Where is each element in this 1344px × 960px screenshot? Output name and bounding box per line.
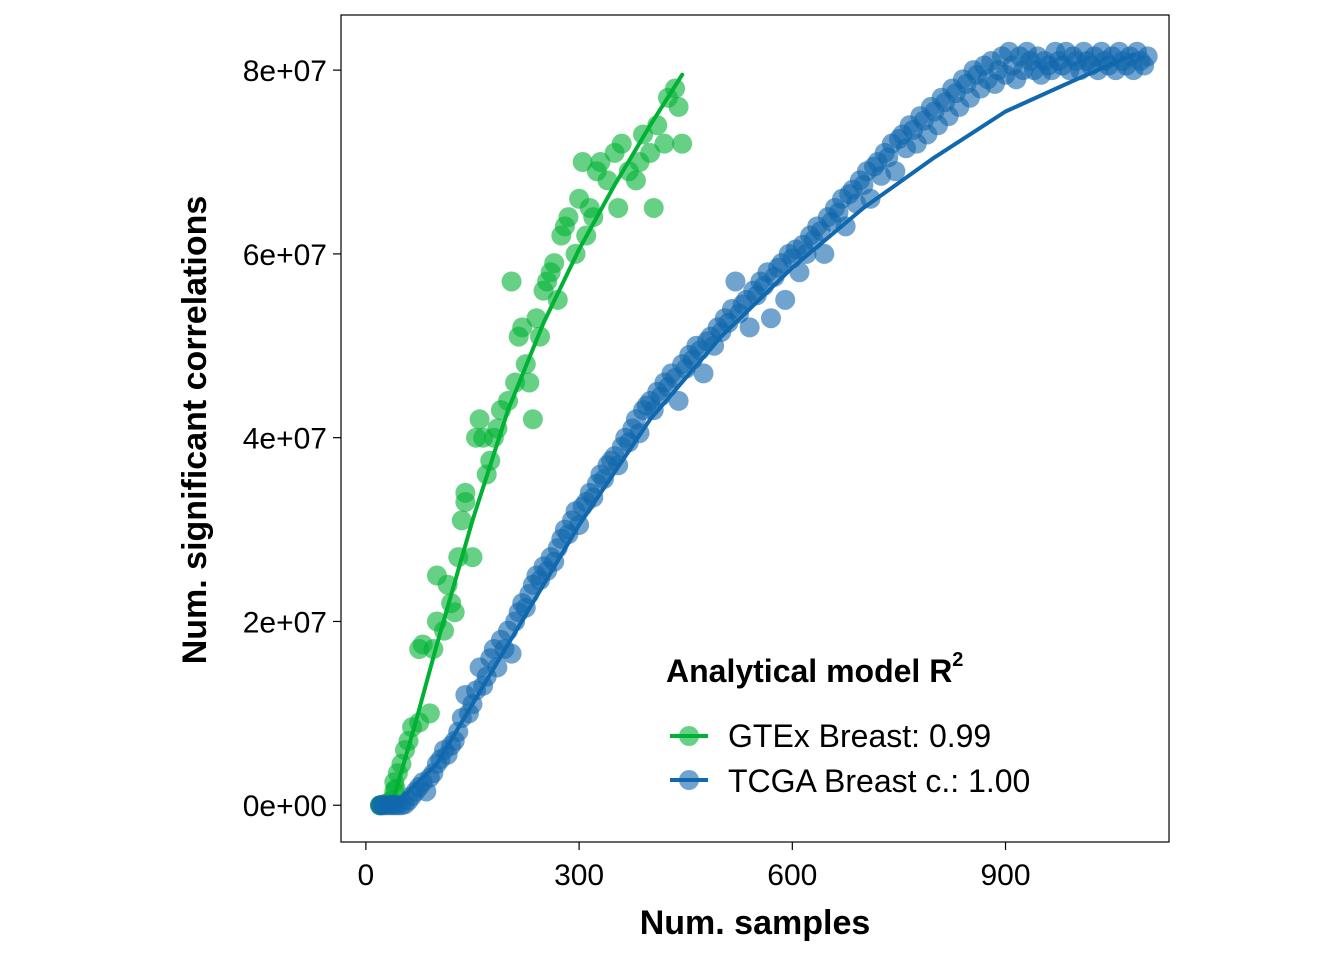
data-point (1137, 46, 1158, 67)
x-axis-title: Num. samples (640, 904, 871, 942)
legend-title-superscript: 2 (952, 649, 963, 671)
legend-key-point-gtex (679, 726, 699, 746)
data-point (835, 216, 856, 237)
data-point (462, 547, 483, 568)
data-point (860, 188, 881, 209)
x-tick-label: 300 (554, 859, 604, 892)
data-point (611, 133, 632, 154)
axes-layer: 0 300 600 900 0e+00 2e+07 4e+07 6e+07 8e+07 (243, 55, 1031, 892)
fit-curve (392, 72, 685, 799)
data-point (512, 317, 533, 338)
legend-title: Analytical model R2 (666, 649, 963, 689)
fit-curve (392, 52, 1136, 808)
data-point (444, 602, 465, 623)
data-point (654, 133, 675, 154)
legend-item-tcga: TCGA Breast c.: 1.00 (670, 763, 1030, 799)
data-point (455, 482, 476, 503)
series-layer (370, 41, 1158, 816)
data-point (590, 152, 611, 173)
data-point (668, 390, 689, 411)
legend-label-gtex: GTEx Breast: 0.99 (728, 718, 991, 754)
legend: Analytical model R2 GTEx Breast: 0.99 TC… (666, 649, 1030, 799)
x-tick-label: 0 (358, 859, 375, 892)
data-point (814, 243, 835, 264)
data-point (558, 207, 579, 228)
legend-item-gtex: GTEx Breast: 0.99 (670, 718, 991, 754)
x-tick-label: 600 (767, 859, 817, 892)
legend-title-text: Analytical model R (666, 653, 952, 689)
legend-key-point-tcga (679, 770, 699, 790)
data-point (544, 253, 565, 274)
data-point (469, 409, 490, 430)
y-axis-title: Num. significant correlations (176, 196, 214, 665)
legend-label-tcga: TCGA Breast c.: 1.00 (728, 763, 1030, 799)
data-point (885, 161, 906, 182)
data-point (672, 133, 693, 154)
data-point (501, 271, 522, 292)
data-point (608, 197, 629, 218)
data-point (625, 170, 646, 191)
data-point (572, 152, 593, 173)
y-tick-label: 4e+07 (243, 423, 327, 456)
data-point (643, 197, 664, 218)
data-point (760, 308, 781, 329)
data-point (739, 317, 760, 338)
data-point (640, 142, 661, 163)
series-group (370, 41, 1158, 816)
data-point (693, 363, 714, 384)
x-tick-label: 900 (981, 859, 1031, 892)
data-point (775, 289, 796, 310)
data-point (522, 409, 543, 430)
y-tick-label: 0e+00 (243, 790, 327, 823)
y-tick-label: 2e+07 (243, 606, 327, 639)
data-point (419, 703, 440, 724)
data-point (725, 271, 746, 292)
data-point (451, 510, 472, 531)
data-point (519, 372, 540, 393)
y-tick-label: 6e+07 (243, 239, 327, 272)
y-tick-label: 8e+07 (243, 55, 327, 88)
data-point (668, 96, 689, 117)
